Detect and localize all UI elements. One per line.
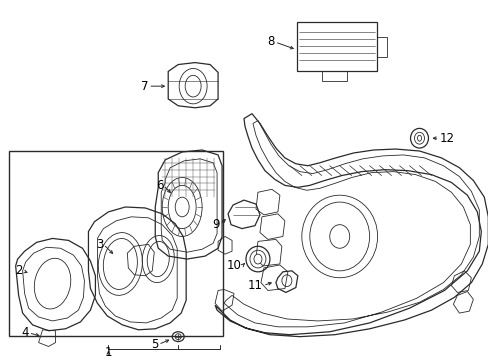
Text: 12: 12 <box>439 132 453 145</box>
Ellipse shape <box>329 225 349 248</box>
Text: 11: 11 <box>247 279 263 292</box>
Text: 10: 10 <box>226 260 242 273</box>
Text: 4: 4 <box>21 326 29 339</box>
Text: 7: 7 <box>141 80 148 93</box>
Bar <box>321 71 346 81</box>
Ellipse shape <box>175 197 189 217</box>
Text: 3: 3 <box>96 238 103 251</box>
Ellipse shape <box>253 254 262 264</box>
Bar <box>296 22 376 71</box>
Bar <box>9 151 223 336</box>
Text: 8: 8 <box>267 35 274 49</box>
Text: 9: 9 <box>212 218 220 231</box>
Text: 6: 6 <box>155 179 163 192</box>
Text: 5: 5 <box>151 338 158 351</box>
Bar <box>376 37 386 57</box>
Text: 1: 1 <box>104 346 112 359</box>
Text: 2: 2 <box>15 264 22 277</box>
Ellipse shape <box>417 135 421 141</box>
